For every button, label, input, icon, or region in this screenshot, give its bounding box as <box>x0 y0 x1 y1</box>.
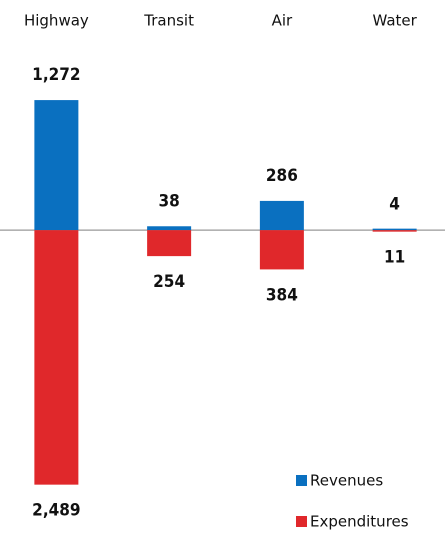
data-label: 4 <box>389 195 400 215</box>
data-label: 384 <box>266 285 298 305</box>
data-label: 2,489 <box>32 501 80 521</box>
bar <box>147 226 192 231</box>
bar <box>372 228 417 231</box>
legend-swatch <box>296 475 307 486</box>
legend-label: Expenditures <box>310 513 409 531</box>
data-label: 286 <box>266 166 298 186</box>
x-tick-label: Air <box>272 12 293 30</box>
x-tick-label: Highway <box>24 12 89 30</box>
bar <box>372 230 417 232</box>
data-label: 254 <box>153 272 185 292</box>
data-label: 38 <box>158 191 179 211</box>
x-tick-label: Water <box>372 12 417 30</box>
legend-swatch <box>296 516 307 527</box>
bar <box>259 230 304 270</box>
bar <box>259 200 304 231</box>
data-label: 11 <box>384 247 405 267</box>
x-tick-label: Transit <box>143 12 194 30</box>
legend-label: Revenues <box>310 472 383 490</box>
bar <box>147 230 192 257</box>
bar <box>34 230 79 485</box>
data-label: 1,272 <box>32 65 80 85</box>
bar <box>34 100 79 231</box>
